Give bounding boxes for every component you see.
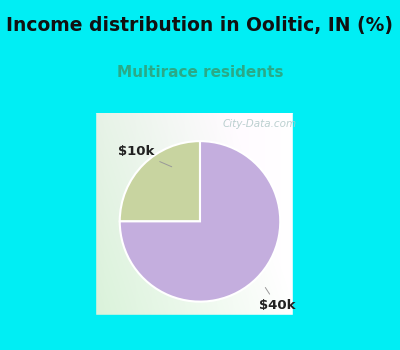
Text: Multirace residents: Multirace residents — [117, 65, 283, 80]
Wedge shape — [120, 141, 200, 222]
Text: $40k: $40k — [259, 287, 296, 312]
Text: Income distribution in Oolitic, IN (%): Income distribution in Oolitic, IN (%) — [6, 16, 394, 35]
Text: City-Data.com: City-Data.com — [222, 119, 296, 128]
Bar — [293, 113, 297, 319]
Wedge shape — [120, 141, 280, 302]
Text: $10k: $10k — [118, 145, 172, 167]
Bar — [91, 113, 95, 319]
Bar — [91, 315, 297, 319]
